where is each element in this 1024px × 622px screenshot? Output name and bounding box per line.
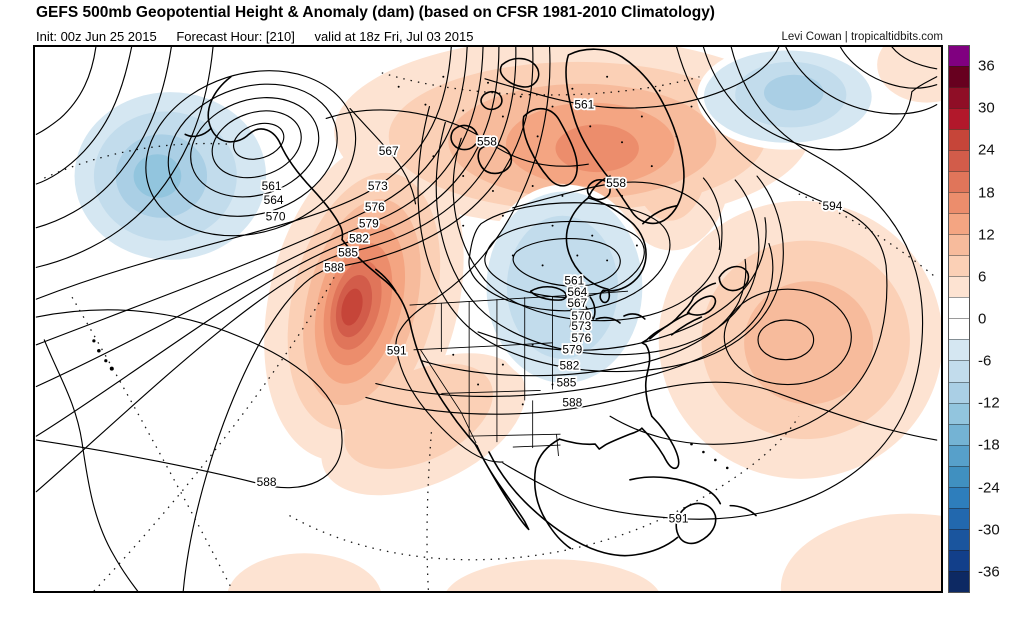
contour-label: 591 [669,512,689,526]
colorbar-cell [949,486,969,508]
colorbar-cell [949,87,969,109]
map-panel: 561 564 570 567 573 576 579 582 585 588 558 561 558 5… [33,45,943,593]
colorbar-cell [949,570,969,592]
colorbar-cell [949,444,969,466]
contour-label: 579 [562,343,582,357]
anomaly-fills [67,47,941,591]
colorbar-cell [949,129,969,151]
colorbar-cell [949,528,969,550]
attribution: Levi Cowan | tropicaltidbits.com [781,31,944,43]
contour-label: 582 [559,359,579,373]
anomaly-colorbar: 36 30 24 18 12 6 0 -6 -12 -18 -24 -30 -36 [948,45,1000,593]
colorbar-tick: -18 [978,436,1000,454]
colorbar-tick: -24 [978,479,1000,497]
colorbar-cell [949,171,969,193]
colorbar-tick: -36 [978,563,1000,581]
colorbar-tick: 30 [978,99,995,117]
colorbar-cell [949,318,969,340]
colorbar-cell [949,213,969,235]
height-contours [35,47,938,591]
colorbar-cell [949,465,969,487]
valid-time: valid at 18z Fri, Jul 03 2015 [314,29,474,44]
weather-map-svg: 5615645705675735765795825855885585615585… [35,47,941,591]
colorbar-cell [949,46,969,67]
contour-label: 567 [379,144,399,158]
contour-label: 594 [823,199,843,213]
contour-labels: 5615645705675735765795825855885585615585… [255,96,845,527]
colorbar-cell [949,192,969,214]
contour-label: 573 [368,179,388,193]
page-title: GEFS 500mb Geopotential Height & Anomaly… [36,4,715,21]
contour-label: 588 [562,395,582,409]
colorbar-tick: 6 [978,268,987,286]
colorbar-cell [949,150,969,172]
contour-label: 567 [567,296,587,310]
colorbar-tick: -30 [978,521,1000,539]
contour-label: 573 [571,319,591,333]
init-time: Init: 00z Jun 25 2015 [36,29,157,44]
colorbar-cell [949,255,969,277]
coastlines [92,48,757,557]
contour-label: 585 [556,376,576,390]
contour-label: 558 [477,134,497,148]
contour-label: 570 [571,309,591,323]
colorbar-cell [949,339,969,361]
colorbar-cell [949,549,969,571]
colorbar-cell [949,108,969,130]
colorbar-cell [949,234,969,256]
state-borders [409,290,629,457]
contour-label: 561 [574,98,594,112]
contour-label: 588 [324,260,344,274]
contour-label: 582 [349,232,369,246]
contour-label: 564 [567,285,587,299]
contour-label: 561 [262,179,282,193]
contour-label: 561 [564,273,584,287]
colorbar-cell [949,297,969,319]
colorbar-tick: 0 [978,310,987,328]
colorbar-tick: 12 [978,226,995,244]
contour-label: 579 [359,217,379,231]
contour-label: 558 [606,176,626,190]
contour-label: 570 [266,210,286,224]
colorbar-tick: 18 [978,184,995,202]
contour-label: 588 [257,475,277,489]
forecast-hour: Forecast Hour: [210] [176,29,295,44]
colorbar-cell [949,360,969,382]
terrain-speckles [397,75,693,406]
colorbar-cell [949,507,969,529]
contour-label: 576 [365,200,385,214]
run-info-line: Init: 00z Jun 25 2015 Forecast Hour: [21… [36,29,489,44]
colorbar-tick: -6 [978,352,992,370]
latlon-grid [43,72,937,591]
contour-label: 576 [571,331,591,345]
colorbar-cell [949,402,969,424]
colorbar-cell [949,423,969,445]
colorbar-cell [949,66,969,88]
colorbar-cell [949,276,969,298]
contour-label: 585 [338,245,358,259]
contour-label: 591 [387,344,407,358]
colorbar-tick: 24 [978,141,995,159]
colorbar-tick: -12 [978,394,1000,412]
colorbar-cells [948,45,970,593]
contour-label: 564 [264,193,284,207]
colorbar-tick: 36 [978,57,995,75]
colorbar-cell [949,381,969,403]
